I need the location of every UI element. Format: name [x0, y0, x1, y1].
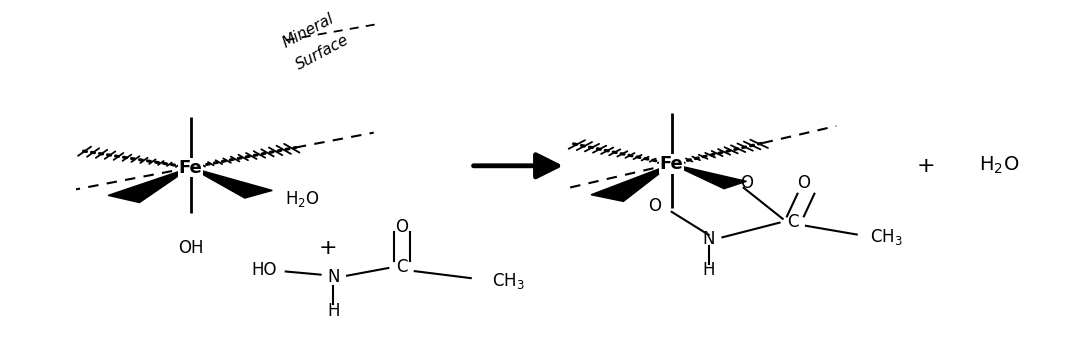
Text: O: O [740, 174, 753, 192]
Text: C: C [396, 258, 408, 276]
Text: O: O [396, 218, 409, 236]
Text: O: O [797, 174, 810, 192]
Text: O: O [648, 197, 661, 215]
Polygon shape [108, 168, 191, 203]
Text: Mineral: Mineral [281, 11, 337, 51]
Text: N: N [327, 268, 340, 287]
Text: CH$_3$: CH$_3$ [492, 271, 524, 291]
Text: Fe: Fe [659, 155, 684, 173]
Text: CH$_3$: CH$_3$ [871, 227, 903, 247]
Text: H: H [327, 302, 340, 320]
Text: H$_2$O: H$_2$O [980, 155, 1020, 177]
Text: Fe: Fe [179, 158, 203, 177]
Text: H: H [702, 261, 715, 279]
Text: N: N [702, 230, 715, 248]
Text: +: + [916, 156, 934, 176]
Text: C: C [788, 213, 800, 231]
Polygon shape [671, 164, 747, 189]
Text: H$_2$O: H$_2$O [285, 189, 319, 209]
Text: OH: OH [178, 239, 203, 257]
Polygon shape [591, 164, 671, 201]
Text: +: + [318, 238, 338, 258]
Text: Surface: Surface [293, 32, 352, 72]
Polygon shape [191, 168, 272, 198]
Text: HO: HO [251, 261, 277, 279]
